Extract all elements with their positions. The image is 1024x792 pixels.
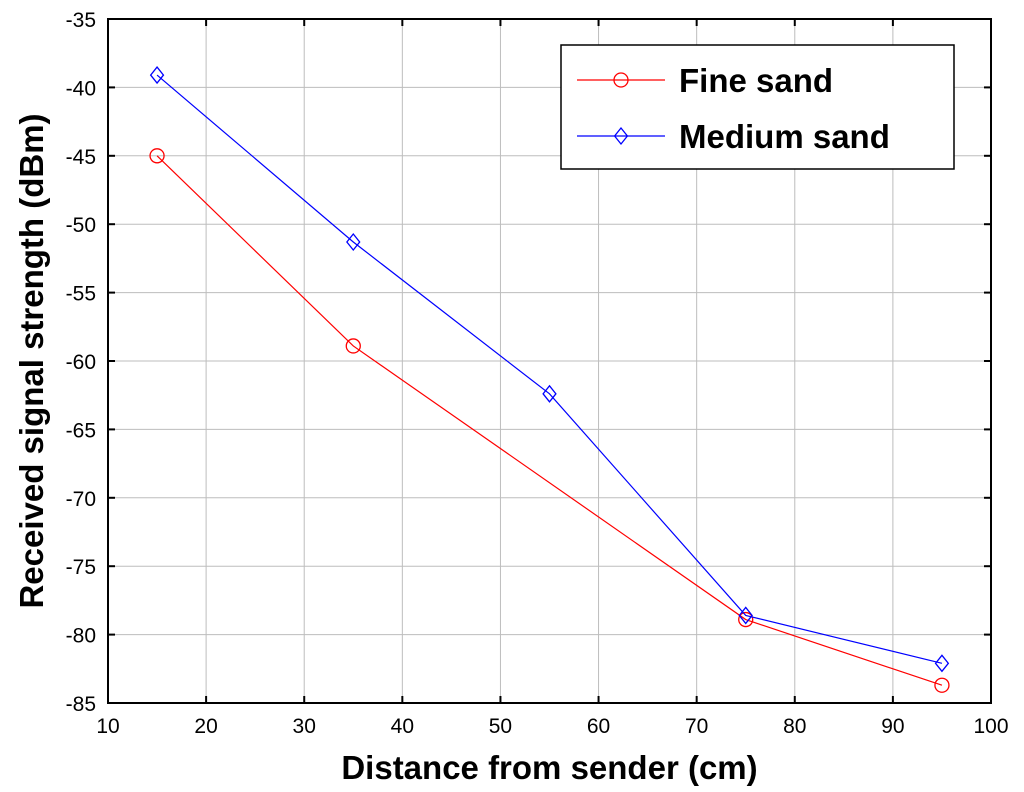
plot-frame xyxy=(107,18,992,704)
legend-item: Fine sand xyxy=(577,62,833,99)
legend-marker xyxy=(613,72,629,88)
x-tick-label: 100 xyxy=(973,715,1008,738)
y-tick-label: -65 xyxy=(66,419,96,442)
legend-label: Fine sand xyxy=(679,62,833,99)
data-point xyxy=(934,677,950,693)
y-tick-label: -45 xyxy=(66,146,96,169)
data-point xyxy=(542,384,557,403)
series-layer xyxy=(149,66,950,693)
series-line xyxy=(156,155,943,686)
y-tick-label: -40 xyxy=(66,77,96,100)
x-axis-label: Distance from sender (cm) xyxy=(341,749,757,786)
x-tick-label: 70 xyxy=(685,715,708,738)
data-point xyxy=(345,338,361,354)
y-tick-label: -55 xyxy=(66,283,96,306)
y-tick-label: -85 xyxy=(66,693,96,716)
x-tick-label: 60 xyxy=(587,715,610,738)
x-tick-label: 10 xyxy=(96,715,119,738)
x-tick-label: 40 xyxy=(391,715,414,738)
data-point xyxy=(149,148,165,164)
legend-box xyxy=(560,44,955,170)
x-tick-label: 90 xyxy=(881,715,904,738)
series-line xyxy=(156,74,943,664)
legend: Fine sand Medium sand xyxy=(560,44,955,170)
y-tick-label: -50 xyxy=(66,214,96,237)
y-tick-label: -70 xyxy=(66,488,96,511)
x-tick-label: 30 xyxy=(293,715,316,738)
legend-marker xyxy=(613,126,629,146)
series-fine-sand xyxy=(149,148,950,693)
legend-label: Medium sand xyxy=(679,118,890,155)
x-tick-label: 50 xyxy=(489,715,512,738)
y-tick-label: -60 xyxy=(66,351,96,374)
tick-labels: 10 20 30 40 50 60 70 80 90 100 -35 -40 -45 -50 -55 -60 -… xyxy=(66,9,1009,738)
y-tick-label: -80 xyxy=(66,625,96,648)
data-point xyxy=(738,611,754,628)
series-medium-sand xyxy=(149,66,950,673)
y-axis-label: Received signal strength (dBm) xyxy=(13,113,50,608)
y-tick-label: -35 xyxy=(66,9,96,32)
x-tick-label: 80 xyxy=(783,715,806,738)
legend-item: Medium sand xyxy=(577,118,890,155)
data-point xyxy=(346,232,361,252)
y-tick-label: -75 xyxy=(66,556,96,579)
data-point xyxy=(149,66,165,85)
data-point xyxy=(738,606,753,625)
data-point xyxy=(934,654,950,673)
x-tick-label: 20 xyxy=(194,715,217,738)
